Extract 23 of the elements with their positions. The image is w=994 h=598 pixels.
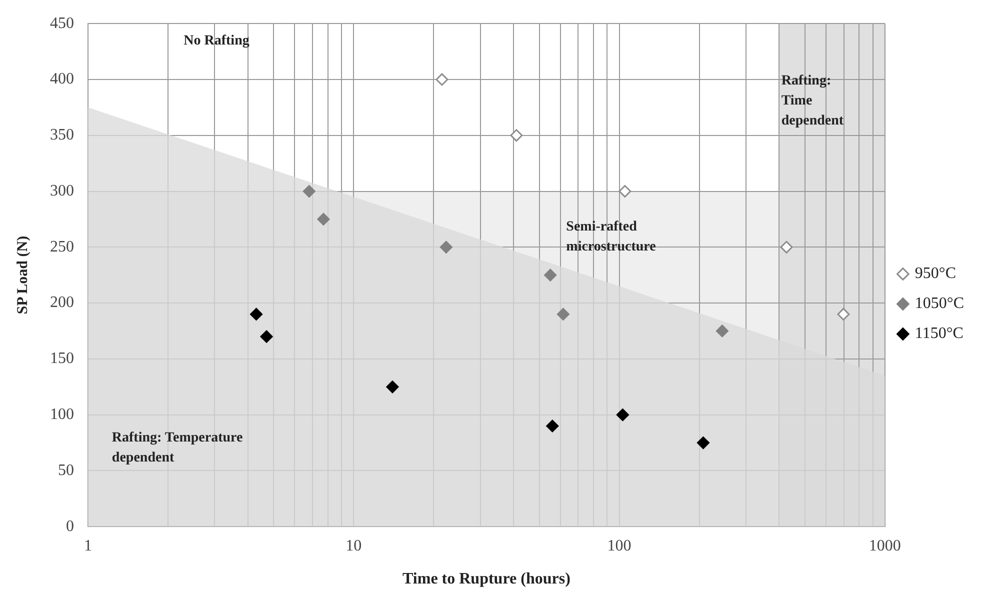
y-tick-label: 0 xyxy=(66,518,74,535)
x-tick-label: 10 xyxy=(346,537,362,554)
x-tick-label: 1000 xyxy=(868,537,901,554)
legend-label: 950°C xyxy=(914,265,956,282)
y-tick-label: 250 xyxy=(50,238,74,256)
x-tick-label: 1 xyxy=(84,537,92,554)
annotation: Rafting: Time dependent xyxy=(781,74,844,129)
y-tick-label: 300 xyxy=(50,182,74,200)
annotation: Rafting: Temperature dependent xyxy=(112,430,243,466)
x-tick-label: 100 xyxy=(607,537,632,554)
annotation: Semi-rafted microstructure xyxy=(566,219,656,254)
y-tick-label: 450 xyxy=(50,14,74,32)
y-tick-label: 400 xyxy=(50,70,74,88)
y-tick-label: 50 xyxy=(58,462,74,479)
legend-label: 1150°C xyxy=(914,325,964,342)
y-axis-title: SP Load (N) xyxy=(14,236,31,314)
y-tick-label: 100 xyxy=(50,406,74,424)
y-tick-label: 150 xyxy=(50,350,74,368)
y-tick-label: 350 xyxy=(50,126,74,144)
annotation: No Rafting xyxy=(184,33,250,48)
x-axis-title: Time to Rupture (hours) xyxy=(402,570,570,588)
y-tick-label: 200 xyxy=(50,294,74,312)
legend-label: 1050°C xyxy=(914,295,964,312)
